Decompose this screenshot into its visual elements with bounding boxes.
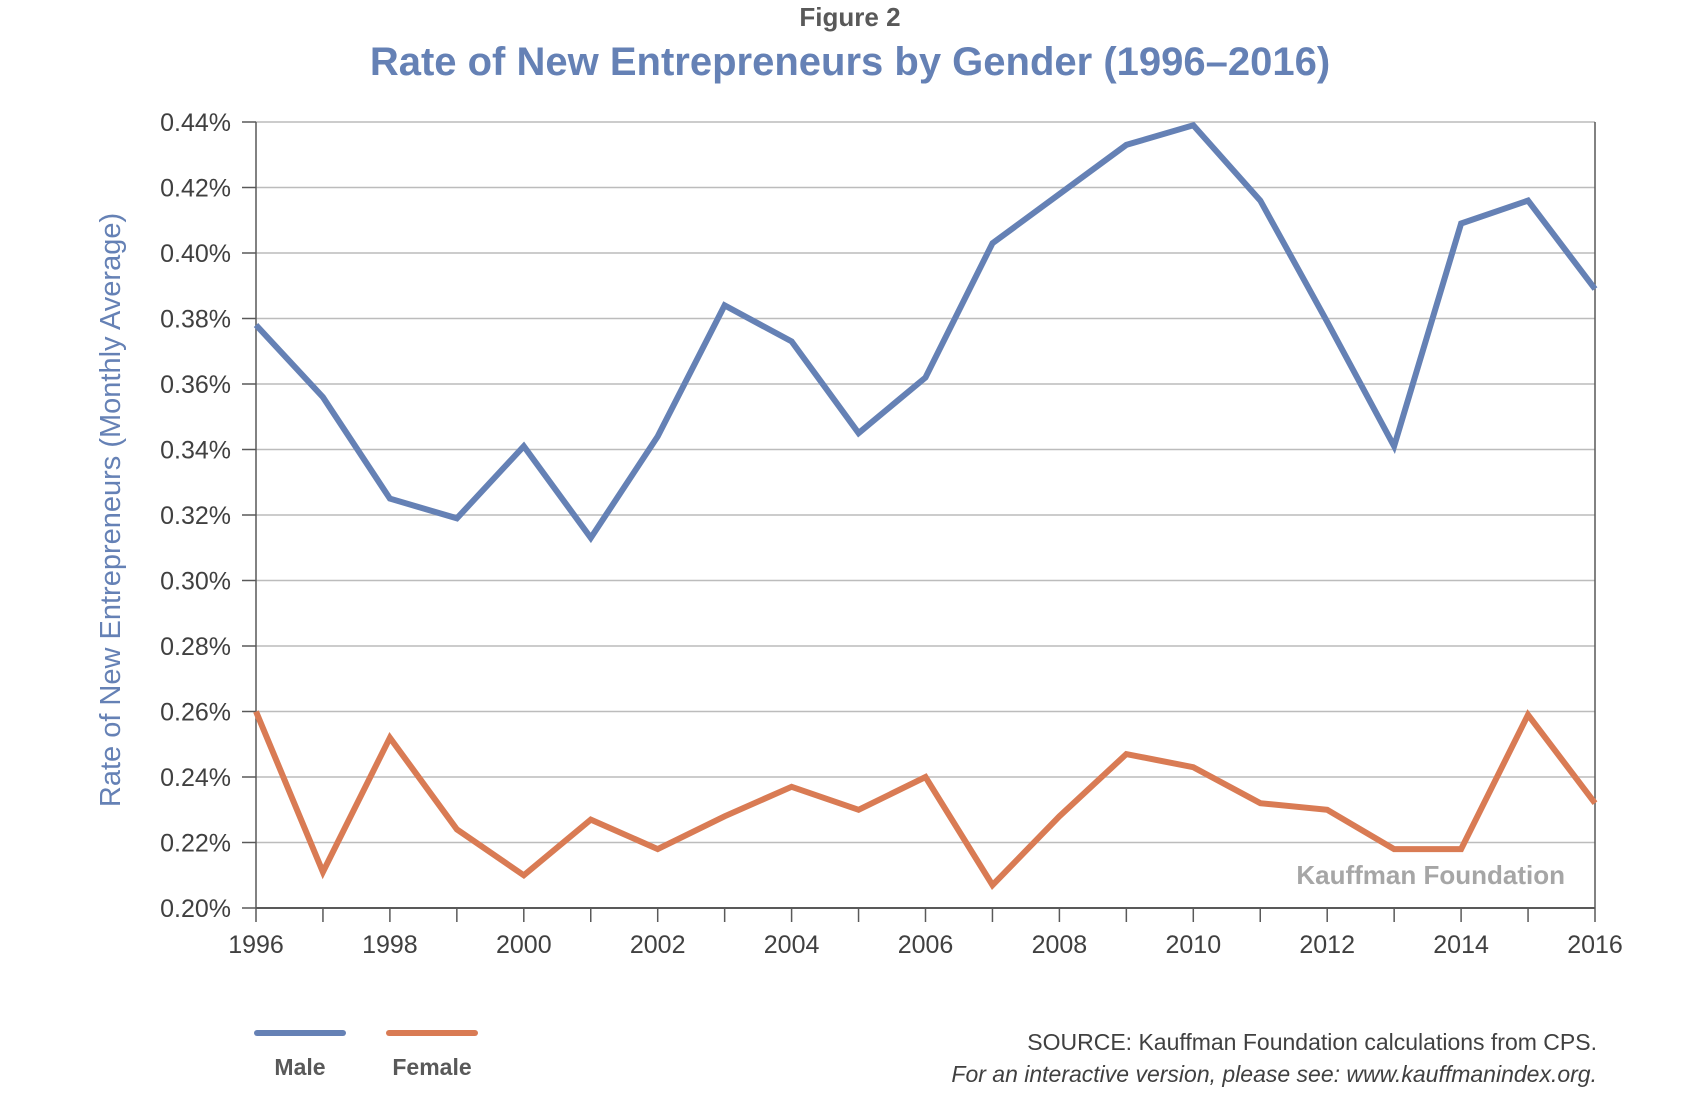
y-tick-label: 0.32% bbox=[160, 502, 231, 530]
axes bbox=[242, 121, 1596, 922]
x-tick-label: 2008 bbox=[1032, 931, 1088, 959]
watermark: Kauffman Foundation bbox=[1296, 860, 1565, 890]
chart-title: Rate of New Entrepreneurs by Gender (199… bbox=[369, 40, 1331, 84]
y-tick-label: 0.28% bbox=[160, 633, 231, 661]
x-tick-label: 2000 bbox=[496, 931, 552, 959]
y-tick-label: 0.20% bbox=[160, 895, 231, 923]
series-line-female bbox=[253, 709, 1598, 890]
y-tick-label: 0.44% bbox=[160, 109, 231, 137]
x-tick-label: 2016 bbox=[1567, 931, 1623, 959]
series-line-male bbox=[253, 121, 1598, 544]
source-line: SOURCE: Kauffman Foundation calculations… bbox=[1027, 1029, 1597, 1055]
legend-label-female: Female bbox=[392, 1054, 472, 1080]
y-axis-label: Rate of New Entrepreneurs (Monthly Avera… bbox=[95, 213, 127, 807]
legend-label-male: Male bbox=[274, 1054, 326, 1080]
y-tick-label: 0.42% bbox=[160, 175, 231, 203]
x-tick-labels: 1996 1998 2000 2002 2004 2006 2008 2010 2012 2014… bbox=[228, 931, 1623, 959]
x-tick-label: 2006 bbox=[898, 931, 954, 959]
y-tick-label: 0.40% bbox=[160, 240, 231, 268]
x-tick-label: 2012 bbox=[1299, 931, 1355, 959]
y-tick-label: 0.30% bbox=[160, 568, 231, 596]
x-tick-label: 2014 bbox=[1433, 931, 1489, 959]
y-tick-label: 0.38% bbox=[160, 306, 231, 334]
y-tick-labels: 0.20% 0.22% 0.24% 0.26% 0.28% 0.30% 0.32% 0.34%… bbox=[160, 109, 231, 923]
y-tick-label: 0.36% bbox=[160, 371, 231, 399]
y-tick-label: 0.22% bbox=[160, 830, 231, 858]
x-tick-label: 2002 bbox=[630, 931, 686, 959]
source-note: SOURCE: Kauffman Foundation calculations… bbox=[951, 1026, 1597, 1090]
x-tick-label: 1996 bbox=[228, 931, 284, 959]
figure-label: Figure 2 bbox=[799, 2, 901, 32]
y-tick-label: 0.34% bbox=[160, 437, 231, 465]
legend-swatch-male bbox=[254, 1030, 346, 1036]
y-tick-label: 0.24% bbox=[160, 764, 231, 792]
interactive-link-text: For an interactive version, please see: … bbox=[951, 1061, 1597, 1087]
y-tick-label: 0.26% bbox=[160, 699, 231, 727]
grid-lines bbox=[256, 121, 1595, 844]
data-series bbox=[253, 121, 1598, 890]
x-tick-label: 1998 bbox=[362, 931, 418, 959]
legend-swatch-female bbox=[386, 1030, 478, 1036]
x-tick-label: 2004 bbox=[764, 931, 820, 959]
x-tick-label: 2010 bbox=[1165, 931, 1221, 959]
